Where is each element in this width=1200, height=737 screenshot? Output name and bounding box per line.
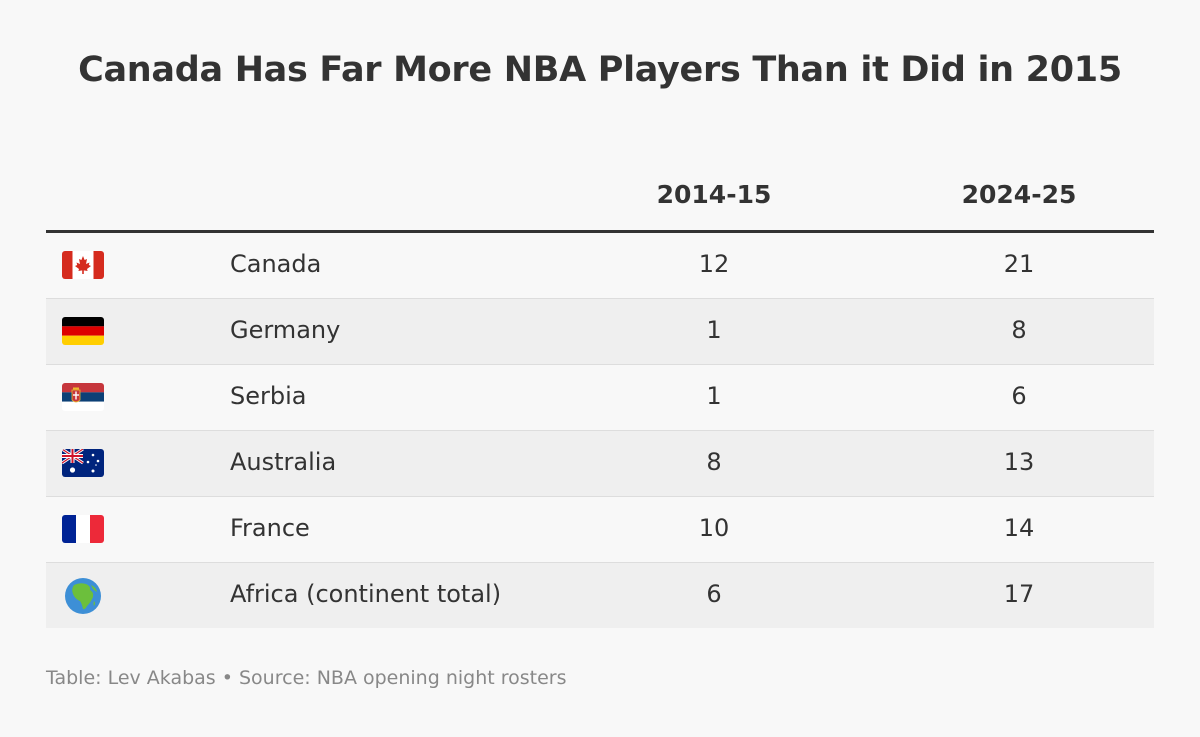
serbia-flag-icon — [62, 383, 104, 411]
country-label: Africa (continent total) — [230, 580, 502, 608]
value-2014-15: 8 — [706, 448, 722, 476]
column-header-2014-15: 2014-15 — [656, 180, 772, 209]
table-row: Canada 12 21 — [46, 233, 1154, 299]
table-row: Serbia 1 6 — [46, 365, 1154, 431]
source-footer: Table: Lev Akabas • Source: NBA opening … — [46, 667, 567, 689]
value-2014-15: 1 — [706, 382, 722, 410]
value-2024-25: 8 — [1011, 316, 1027, 344]
country-label: Australia — [230, 448, 337, 476]
value-2024-25: 14 — [1003, 514, 1035, 542]
germany-flag-icon — [62, 317, 104, 345]
value-2014-15: 6 — [706, 580, 722, 608]
globe-africa-icon — [64, 577, 102, 615]
value-2024-25: 6 — [1011, 382, 1027, 410]
france-flag-icon — [62, 515, 104, 543]
value-2024-25: 13 — [1003, 448, 1035, 476]
value-2014-15: 12 — [698, 250, 730, 278]
table-header: 2014-15 2024-25 — [46, 170, 1154, 233]
value-2014-15: 10 — [698, 514, 730, 542]
column-header-2024-25: 2024-25 — [961, 180, 1077, 209]
table-row: Africa (continent total) 6 17 — [46, 563, 1154, 628]
country-label: France — [230, 514, 310, 542]
value-2024-25: 21 — [1003, 250, 1035, 278]
australia-flag-icon — [62, 449, 104, 477]
value-2014-15: 1 — [706, 316, 722, 344]
data-table: 2014-15 2024-25 Canada 12 21 Germany 1 8 — [46, 170, 1154, 628]
country-label: Serbia — [230, 382, 307, 410]
table-row: France 10 14 — [46, 497, 1154, 563]
table-row: Australia 8 13 — [46, 431, 1154, 497]
country-label: Germany — [230, 316, 341, 344]
value-2024-25: 17 — [1003, 580, 1035, 608]
canada-flag-icon — [62, 251, 104, 279]
table-row: Germany 1 8 — [46, 299, 1154, 365]
country-label: Canada — [230, 250, 322, 278]
chart-title: Canada Has Far More NBA Players Than it … — [78, 50, 1122, 90]
